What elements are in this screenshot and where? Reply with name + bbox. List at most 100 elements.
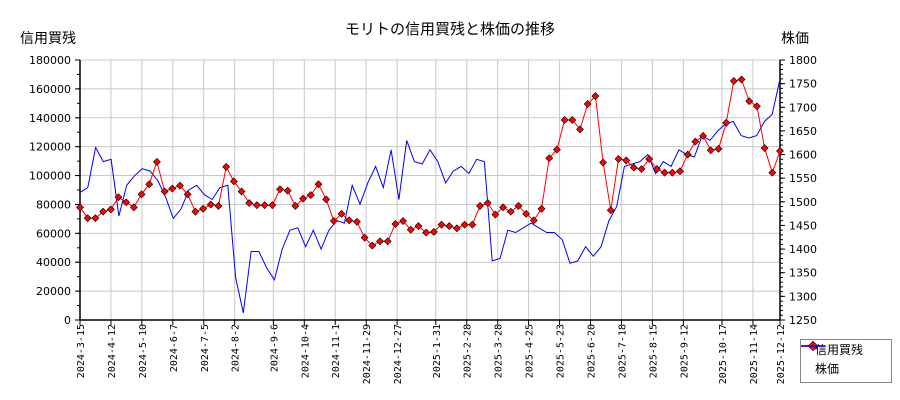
data-point-marker <box>660 168 669 177</box>
legend: 信用買残 株価 <box>800 339 892 383</box>
data-point-marker <box>429 227 438 236</box>
data-point-marker <box>745 97 754 106</box>
y-right-tick-label: 1400 <box>789 243 817 256</box>
data-point-marker <box>599 158 608 167</box>
data-point-marker <box>637 165 646 173</box>
data-point-marker <box>652 165 661 173</box>
y-right-tick-label: 1650 <box>789 125 817 138</box>
data-point-marker <box>437 220 446 229</box>
data-point-marker <box>591 92 600 101</box>
data-point-marker <box>368 241 377 250</box>
legend-label: 信用買残 <box>815 343 864 357</box>
blue-line-icon <box>801 345 825 347</box>
data-point-marker <box>314 180 323 189</box>
data-point-marker <box>299 194 308 203</box>
data-point-marker <box>537 204 546 213</box>
x-tick-label: 2025-3-28 <box>494 324 505 378</box>
data-point-marker <box>729 77 738 85</box>
data-point-marker <box>222 162 231 171</box>
chart-title: モリトの信用買残と株価の推移 <box>344 20 555 38</box>
x-tick-label: 2025-4-25 <box>525 324 536 378</box>
data-point-marker <box>776 147 784 155</box>
data-point-marker <box>668 168 677 177</box>
y-left-tick-label: 0 <box>64 314 71 327</box>
data-point-marker <box>191 207 200 216</box>
data-point-marker <box>268 201 277 210</box>
data-point-marker <box>322 195 331 204</box>
data-point-marker <box>468 220 477 229</box>
x-tick-label: 2024-10-4 <box>300 324 311 378</box>
y-right-tick-label: 1600 <box>789 149 817 162</box>
data-point-marker <box>576 125 584 134</box>
data-point-marker <box>360 233 369 242</box>
data-point-marker <box>206 200 215 209</box>
data-point-marker <box>376 237 384 246</box>
x-tick-label: 2024-11-29 <box>362 324 373 384</box>
data-point-marker <box>391 220 400 228</box>
data-point-marker <box>145 180 154 189</box>
data-point-marker <box>76 203 84 212</box>
data-point-marker <box>568 116 577 124</box>
x-tick-label: 2025-5-23 <box>556 324 567 378</box>
data-point-marker <box>106 205 115 214</box>
y-right-tick-label: 1700 <box>789 101 817 114</box>
data-point-marker <box>614 155 623 163</box>
data-point-marker <box>645 155 654 163</box>
y-right-tick-label: 1750 <box>789 78 817 91</box>
data-point-marker <box>683 150 692 159</box>
data-point-marker <box>629 163 638 172</box>
data-point-marker <box>260 201 269 210</box>
x-tick-label: 2024-4-12 <box>107 324 118 378</box>
data-point-marker <box>545 154 554 163</box>
data-point-marker <box>691 137 700 146</box>
x-tick-label: 2025-12-12 <box>776 324 787 384</box>
legend-label: 株価 <box>815 362 840 376</box>
data-point-marker <box>83 214 92 223</box>
data-point-marker <box>445 222 454 231</box>
data-point-marker <box>291 201 300 210</box>
data-point-marker <box>676 167 684 176</box>
y-left-tick-label: 60000 <box>36 227 71 240</box>
data-point-marker <box>529 216 538 225</box>
data-point-marker <box>214 201 223 210</box>
data-point-marker <box>137 190 146 199</box>
data-point-marker <box>483 199 492 207</box>
y-right-tick-label: 1550 <box>789 172 817 185</box>
data-point-marker <box>506 207 515 216</box>
data-point-marker <box>91 214 100 223</box>
data-point-marker <box>383 237 392 246</box>
data-point-marker <box>399 217 408 225</box>
data-point-marker <box>276 185 284 194</box>
data-point-marker <box>345 216 354 225</box>
data-point-marker <box>122 198 131 207</box>
data-point-marker <box>252 201 261 210</box>
x-tick-label: 2024-5-10 <box>138 324 149 378</box>
data-point-marker <box>552 145 561 154</box>
y-left-tick-label: 120000 <box>29 141 71 154</box>
data-point-marker <box>352 217 361 226</box>
data-point-marker <box>752 102 761 111</box>
data-point-marker <box>560 116 569 124</box>
data-point-marker <box>283 186 292 195</box>
y-left-tick-label: 20000 <box>36 285 71 298</box>
axes: 0 20000 40000 60000 80000 100000 120000 140000 1… <box>29 54 817 384</box>
data-point-marker <box>522 209 531 218</box>
data-point-marker <box>760 144 769 153</box>
data-point-marker <box>422 228 431 237</box>
x-tick-label: 2025-9-12 <box>679 324 690 378</box>
x-tick-label: 2025-8-15 <box>648 324 659 378</box>
x-tick-label: 2025-2-28 <box>463 324 474 378</box>
x-tick-label: 2025-7-18 <box>617 324 628 378</box>
y-left-tick-label: 80000 <box>36 198 71 211</box>
data-point-marker <box>622 156 631 165</box>
y-right-tick-label: 1350 <box>789 267 817 280</box>
y-left-tick-label: 140000 <box>29 112 71 125</box>
data-point-marker <box>406 225 415 234</box>
data-point-marker <box>329 217 338 225</box>
data-point-marker <box>152 157 161 166</box>
data-point-marker <box>199 204 208 213</box>
data-point-marker <box>476 201 484 210</box>
data-point-marker <box>706 146 715 155</box>
y-right-tick-label: 1800 <box>789 54 817 67</box>
